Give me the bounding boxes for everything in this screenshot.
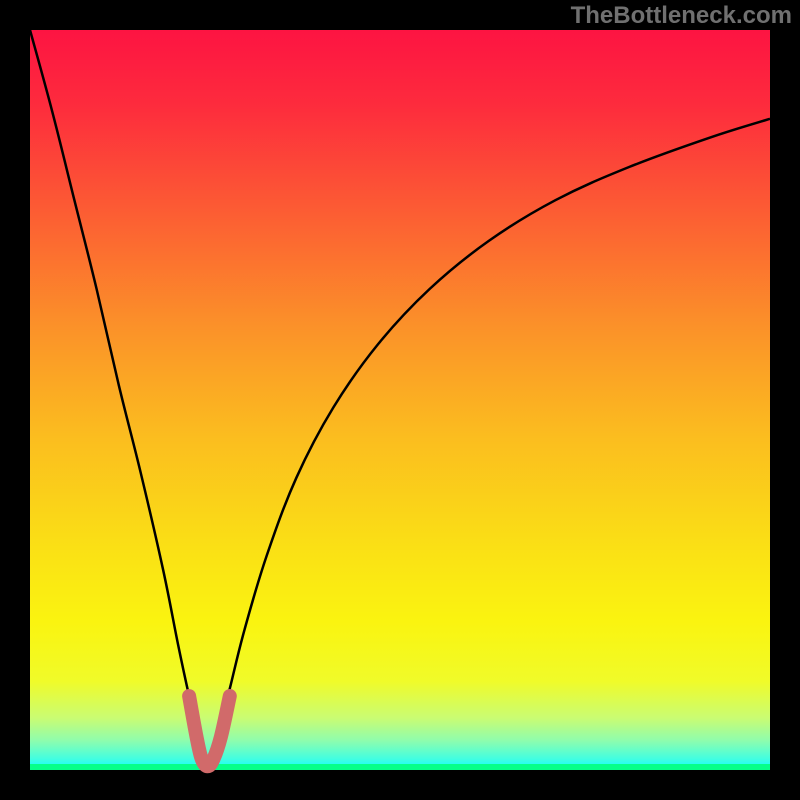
chart-container: TheBottleneck.com	[0, 0, 800, 800]
bottleneck-chart	[0, 0, 800, 800]
bottom-green-band	[30, 764, 770, 770]
plot-background	[30, 30, 770, 770]
watermark-text: TheBottleneck.com	[571, 2, 792, 30]
